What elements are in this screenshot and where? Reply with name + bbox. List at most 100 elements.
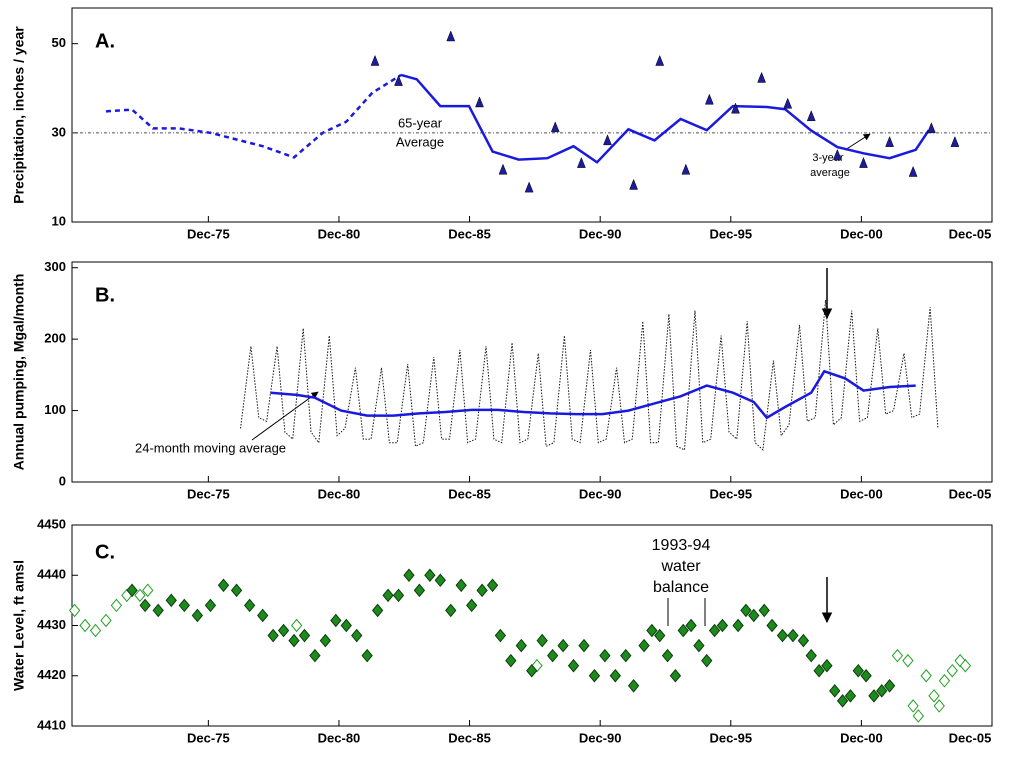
x-tick-label: Dec-95 [709, 730, 752, 745]
panel-label: A. [95, 30, 115, 52]
data-point [257, 608, 269, 623]
data-point [603, 134, 612, 146]
data-point [732, 618, 744, 633]
data-point [912, 709, 924, 723]
y-tick-label: 0 [59, 473, 66, 488]
data-line [400, 73, 930, 164]
y-tick-label: 50 [52, 35, 66, 50]
panel-label: B. [95, 284, 115, 306]
data-point [79, 618, 91, 633]
panel-label: C. [95, 541, 115, 563]
x-tick-label: Dec-90 [579, 226, 622, 241]
data-point [655, 54, 665, 66]
data-point [446, 30, 456, 42]
annotation: Average [396, 134, 444, 149]
data-point [885, 135, 894, 147]
data-point [445, 603, 457, 618]
data-point [486, 578, 499, 593]
y-axis-title: Water Level, ft amsl [11, 560, 27, 691]
x-tick-label: Dec-85 [448, 730, 491, 745]
data-point [424, 568, 436, 583]
data-point [883, 679, 896, 693]
data-point [466, 598, 478, 613]
data-line [105, 73, 402, 159]
data-line [270, 369, 916, 420]
data-point [191, 608, 204, 623]
data-point [230, 583, 243, 598]
x-tick-label: Dec-00 [840, 486, 883, 501]
data-point [946, 663, 958, 678]
data-point [498, 163, 508, 175]
data-point [908, 165, 918, 177]
data-point [933, 699, 945, 713]
data-point [740, 603, 752, 618]
plot-frame [71, 261, 993, 483]
data-point [701, 653, 713, 668]
data-point [776, 628, 789, 643]
data-point [557, 638, 569, 653]
data-point [403, 568, 415, 583]
data-point [629, 178, 638, 190]
data-point [852, 663, 864, 678]
data-point [938, 673, 951, 688]
data-point [139, 598, 151, 613]
data-point [599, 648, 611, 663]
data-point [110, 598, 123, 613]
y-tick-label: 100 [44, 402, 66, 417]
x-tick-label: Dec-80 [318, 730, 361, 745]
x-tick-label: Dec-85 [448, 226, 491, 241]
data-point [806, 110, 816, 122]
data-point [394, 74, 403, 86]
data-point [524, 181, 534, 193]
data-point [178, 598, 190, 613]
data-point [204, 598, 217, 613]
data-point [494, 628, 507, 643]
x-tick-label: Dec-75 [187, 486, 230, 501]
data-point [550, 121, 560, 133]
data-point [319, 633, 332, 648]
data-point [836, 694, 849, 708]
x-tick-label: Dec-75 [187, 730, 230, 745]
data-point [267, 628, 279, 643]
x-tick-label: Dec-90 [579, 730, 622, 745]
data-point [290, 618, 303, 633]
data-point [783, 97, 793, 109]
x-tick-label: Dec-75 [187, 226, 230, 241]
data-point [298, 628, 311, 643]
x-tick-label: Dec-85 [448, 486, 491, 501]
data-point [907, 699, 919, 713]
arrow [844, 133, 871, 151]
data-point [434, 573, 446, 588]
data-point [638, 638, 650, 653]
x-tick-label: Dec-80 [318, 486, 361, 501]
data-point [860, 668, 872, 683]
data-point [288, 633, 300, 648]
data-point [546, 648, 559, 663]
data-point [152, 603, 164, 618]
data-point [371, 603, 384, 618]
x-tick-label: Dec-00 [840, 730, 883, 745]
y-tick-label: 4450 [37, 516, 66, 531]
data-point [859, 156, 868, 168]
data-point [766, 618, 778, 633]
data-point [89, 623, 102, 638]
data-point [797, 633, 810, 648]
annotation: 1993-94 [652, 537, 711, 554]
data-point [392, 588, 405, 603]
data-point [891, 648, 904, 663]
data-point [536, 633, 548, 648]
data-point [243, 598, 256, 613]
y-axis-title: Annual pumping, Mgal/month [11, 274, 27, 471]
y-tick-label: 4410 [37, 717, 66, 732]
data-point [68, 603, 81, 618]
x-tick-label: Dec-00 [840, 226, 883, 241]
data-point [309, 648, 321, 663]
data-point [578, 638, 590, 653]
data-point [476, 583, 488, 598]
data-point [134, 588, 146, 603]
data-point [681, 163, 691, 175]
data-point [758, 603, 770, 618]
x-tick-label: Dec-05 [949, 486, 992, 501]
data-point [731, 102, 740, 114]
